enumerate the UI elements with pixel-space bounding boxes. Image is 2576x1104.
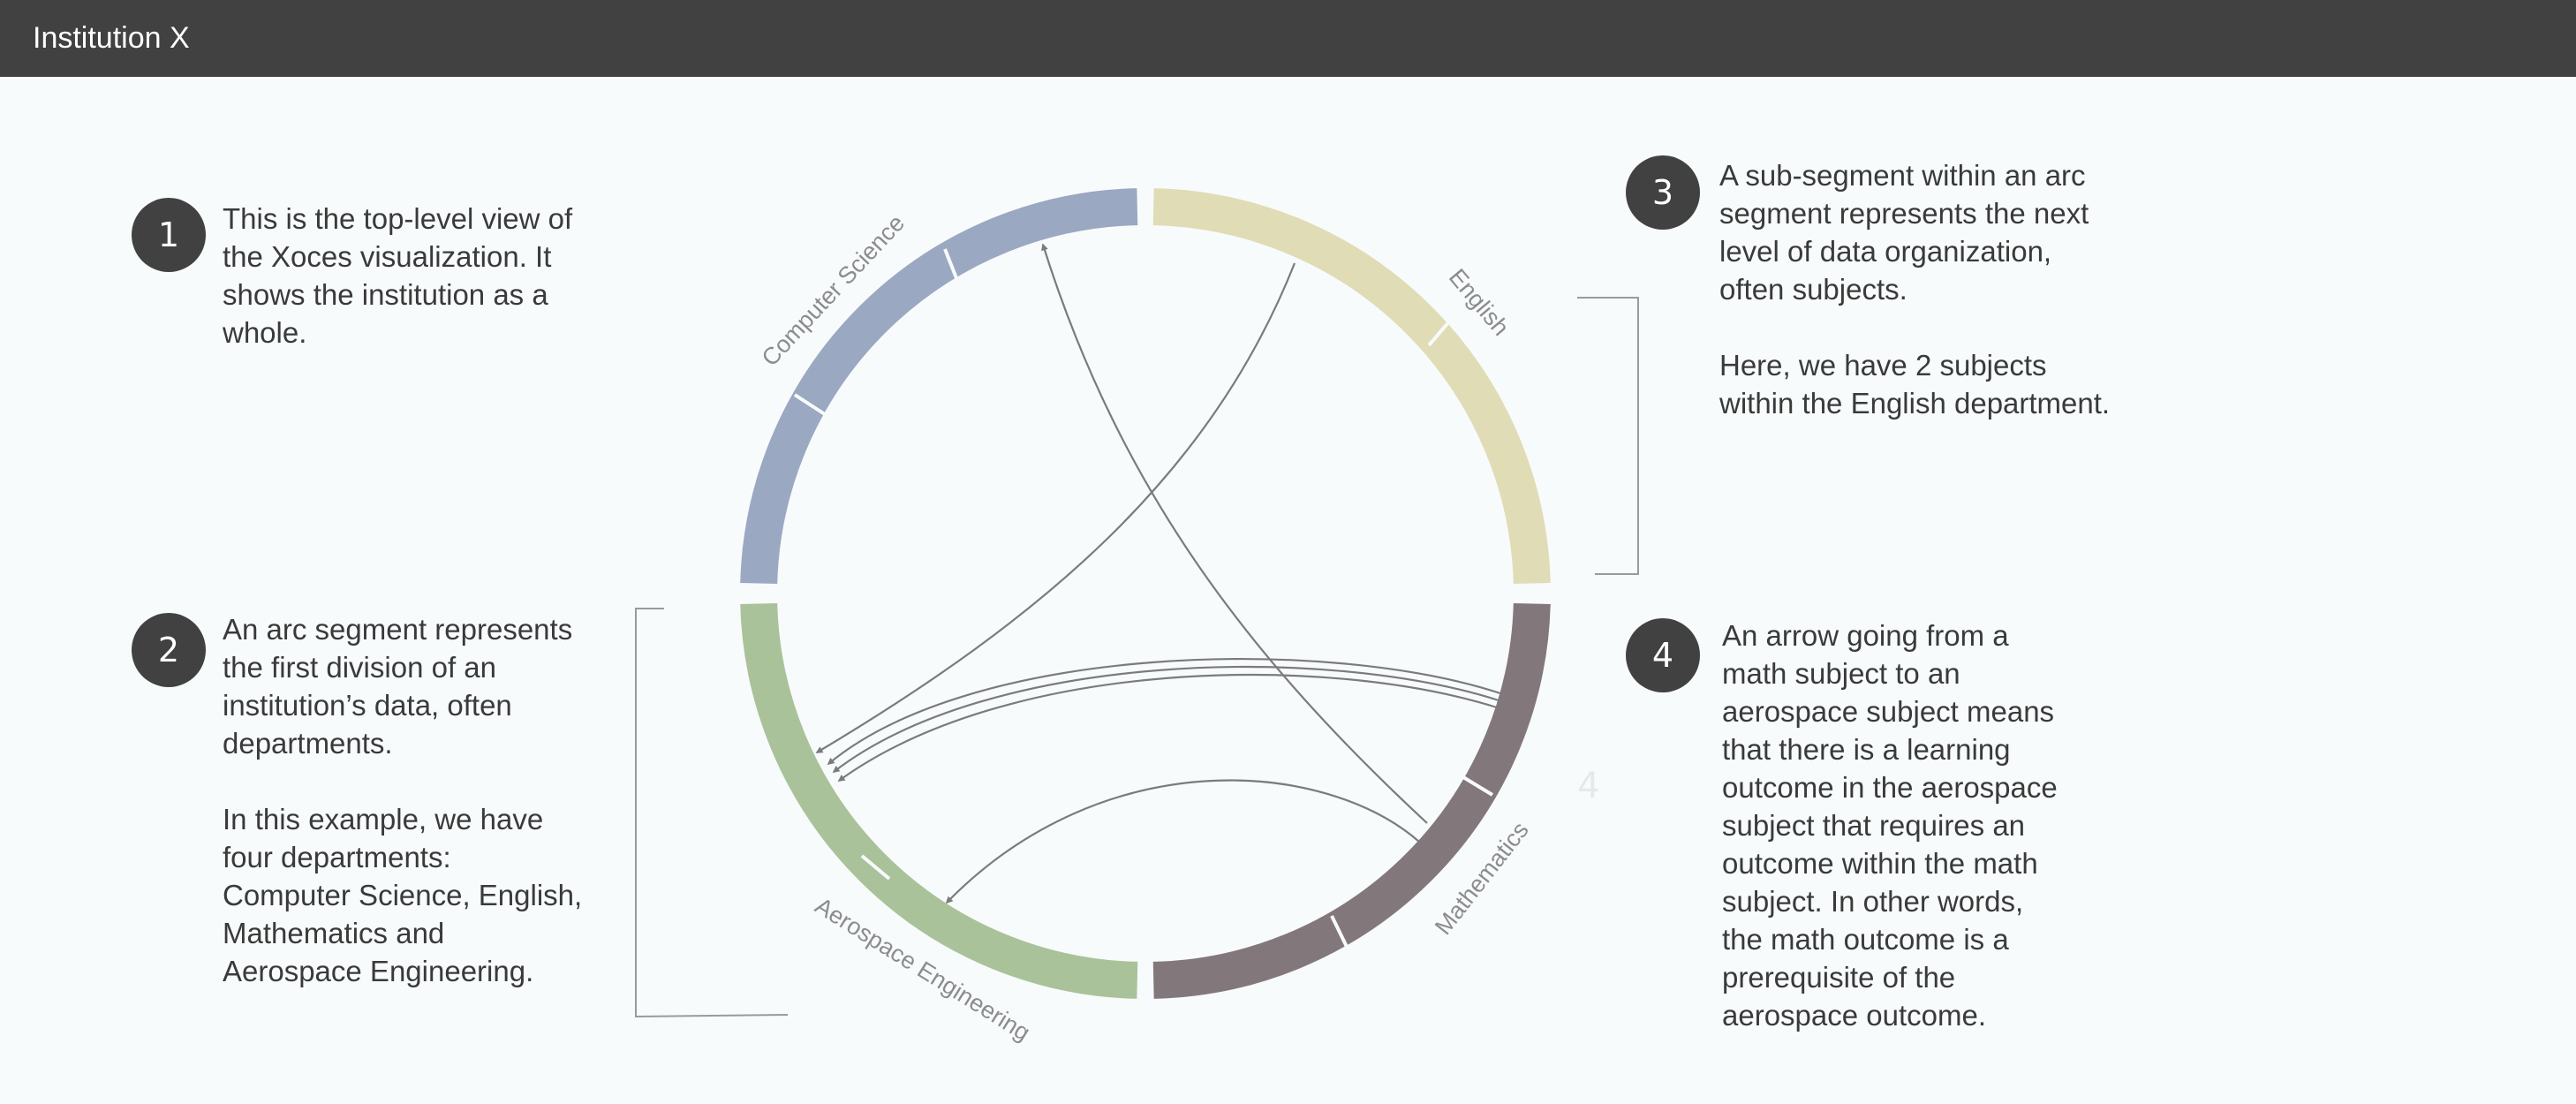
callout-2-badge: 2 bbox=[132, 613, 206, 687]
text-line: Mathematics and bbox=[223, 917, 445, 949]
arrow-math-to-aero-1 bbox=[827, 658, 1501, 766]
text-line: Aerospace Engineering. bbox=[223, 955, 534, 987]
label-english: English bbox=[1444, 264, 1515, 341]
arrow-math-to-aero-4 bbox=[945, 779, 1420, 904]
text-line: segment represents the next bbox=[1719, 197, 2089, 230]
subsegment-dividers bbox=[793, 248, 1494, 949]
text-line: subject that requires an bbox=[1722, 809, 2026, 842]
arrow-english-to-aero bbox=[815, 262, 1296, 753]
callout-2-text: An arc segment represents the first divi… bbox=[223, 610, 582, 990]
callout-4-paragraph: An arrow going from a math subject to an… bbox=[1722, 616, 2058, 1034]
arc-aerospace-engineering bbox=[740, 602, 1138, 999]
arc-english bbox=[1152, 188, 1551, 585]
text-line: subject. In other words, bbox=[1722, 885, 2024, 918]
divider-math-1 bbox=[1462, 775, 1494, 797]
arrow-math-to-aero-3 bbox=[837, 673, 1498, 782]
divider-cs-1 bbox=[943, 248, 960, 284]
text-line: that there is a learning bbox=[1722, 733, 2011, 766]
text-line: A sub-segment within an arc bbox=[1719, 159, 2086, 192]
callout-3-badge: 3 bbox=[1626, 155, 1700, 230]
text-line: outcome within the math bbox=[1722, 847, 2038, 880]
text-line: aerospace outcome. bbox=[1722, 999, 1987, 1032]
text-line: departments. bbox=[223, 727, 393, 760]
callout-4-text: An arrow going from a math subject to an… bbox=[1722, 616, 2058, 1034]
callout-1-text: This is the top-level view of the Xoces … bbox=[223, 200, 572, 352]
text-line: An arrow going from a bbox=[1722, 619, 2009, 652]
text-line: This is the top-level view of bbox=[223, 202, 573, 235]
text-line: within the English department. bbox=[1719, 387, 2111, 420]
callout-3-text: A sub-segment within an arc segment repr… bbox=[1719, 156, 2110, 422]
department-arcs bbox=[740, 188, 1551, 999]
english-bracket bbox=[1577, 297, 1639, 575]
text-line: often subjects. bbox=[1719, 273, 1907, 306]
callout-4-badge: 4 bbox=[1626, 618, 1700, 692]
callout-2-paragraph-2: In this example, we have four department… bbox=[223, 800, 582, 990]
divider-math-2 bbox=[1330, 915, 1349, 949]
callout-1-badge: 1 bbox=[132, 198, 206, 272]
institution-title: Institution X bbox=[33, 21, 190, 55]
text-line: institution’s data, often bbox=[223, 689, 512, 722]
text-line: four departments: bbox=[223, 841, 451, 873]
text-line: math subject to an bbox=[1722, 657, 1960, 690]
arc-computer-science bbox=[740, 188, 1138, 585]
text-line: the first division of an bbox=[223, 651, 496, 684]
text-line: In this example, we have bbox=[223, 803, 544, 836]
callout-1-paragraph: This is the top-level view of the Xoces … bbox=[223, 200, 572, 352]
arrow-math-to-cs bbox=[1041, 243, 1428, 824]
top-bar: Institution X bbox=[0, 0, 2576, 77]
text-line: Here, we have 2 subjects bbox=[1719, 349, 2047, 382]
text-line: the Xoces visualization. It bbox=[223, 240, 552, 273]
text-line: shows the institution as a bbox=[223, 278, 548, 311]
callout-3-paragraph: A sub-segment within an arc segment repr… bbox=[1719, 156, 2110, 308]
text-line: An arc segment represents bbox=[223, 613, 573, 646]
text-line: whole. bbox=[223, 316, 307, 349]
divider-aero bbox=[860, 854, 891, 881]
arrow-math-to-aero-2 bbox=[832, 665, 1500, 773]
callout-3-paragraph-2: Here, we have 2 subjects within the Engl… bbox=[1719, 346, 2110, 422]
text-line: aerospace subject means bbox=[1722, 695, 2055, 728]
text-line: the math outcome is a bbox=[1722, 923, 2009, 956]
faint-number-label: 4 bbox=[1577, 766, 1599, 806]
text-line: level of data organization, bbox=[1719, 235, 2052, 268]
text-line: prerequisite of the bbox=[1722, 961, 1956, 994]
text-line: outcome in the aerospace bbox=[1722, 771, 2058, 804]
arc-mathematics bbox=[1152, 602, 1551, 999]
divider-english bbox=[1427, 314, 1456, 347]
text-line: Computer Science, English, bbox=[223, 879, 583, 911]
prerequisite-arrows bbox=[815, 243, 1501, 904]
divider-cs-2 bbox=[793, 393, 829, 418]
departments-bracket bbox=[635, 608, 789, 1018]
callout-2-paragraph: An arc segment represents the first divi… bbox=[223, 610, 582, 762]
